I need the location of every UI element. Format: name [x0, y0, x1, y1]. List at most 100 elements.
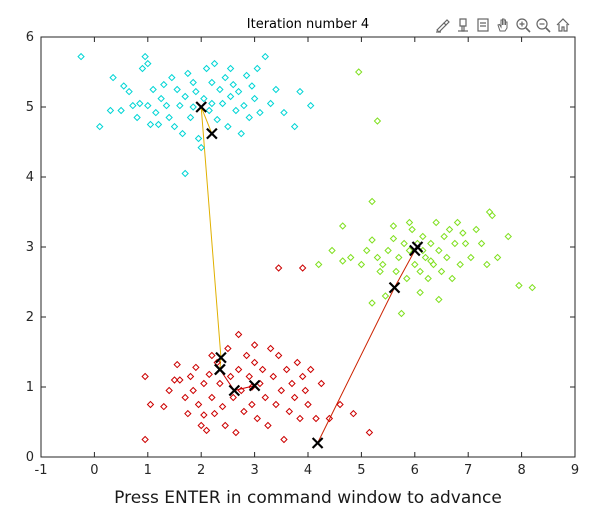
- y-tick-label: 3: [26, 240, 34, 255]
- data-point: [208, 99, 216, 108]
- data-point: [272, 85, 280, 94]
- data-point: [189, 78, 197, 87]
- data-point: [250, 341, 259, 349]
- data-point: [146, 120, 155, 129]
- data-point: [146, 400, 155, 409]
- data-point: [226, 92, 235, 101]
- data-point: [339, 222, 347, 230]
- data-points: [77, 52, 536, 444]
- data-point: [325, 414, 334, 423]
- x-tick-label: 7: [464, 463, 472, 478]
- data-point: [264, 421, 272, 430]
- data-point: [248, 400, 256, 409]
- data-point: [395, 253, 403, 262]
- y-tick-label: 0: [26, 450, 34, 465]
- data-point: [365, 428, 374, 437]
- data-point: [408, 225, 416, 234]
- centroid-marker: [388, 281, 401, 294]
- data-point: [144, 101, 152, 110]
- data-point: [389, 222, 398, 230]
- data-point: [221, 421, 229, 430]
- paint-icon[interactable]: [454, 15, 472, 35]
- data-point: [274, 264, 283, 272]
- home-icon[interactable]: [554, 15, 572, 35]
- data-point: [197, 421, 205, 430]
- data-point: [200, 411, 208, 419]
- data-point: [125, 87, 133, 96]
- pan-hand-icon[interactable]: [494, 15, 512, 35]
- data-point: [485, 208, 494, 216]
- data-point: [221, 73, 229, 82]
- data-point: [224, 344, 232, 353]
- data-point: [117, 106, 125, 115]
- y-tick-label: 1: [26, 380, 34, 395]
- y-tick-label: 5: [26, 100, 34, 115]
- data-point: [368, 197, 376, 206]
- data-point: [248, 82, 256, 90]
- data-point: [339, 257, 347, 265]
- data-point: [483, 260, 491, 269]
- data-point: [443, 253, 451, 262]
- data-point: [357, 260, 366, 269]
- data-point: [448, 274, 456, 283]
- data-point: [234, 87, 243, 96]
- plot-area: [40, 36, 576, 458]
- data-point: [208, 351, 216, 360]
- data-point: [181, 393, 189, 402]
- brush-icon[interactable]: [434, 15, 452, 35]
- data-point: [184, 69, 192, 78]
- data-point: [285, 407, 294, 416]
- zoom-in-icon[interactable]: [514, 15, 532, 35]
- data-point: [256, 108, 264, 117]
- data-point: [210, 59, 219, 68]
- data-point: [461, 239, 470, 248]
- data-point: [445, 225, 454, 234]
- data-point: [237, 129, 245, 138]
- data-point: [237, 386, 245, 395]
- data-point: [419, 232, 427, 241]
- data-point: [189, 103, 197, 111]
- data-point: [288, 379, 296, 388]
- data-point: [515, 281, 523, 290]
- data-point: [149, 85, 157, 94]
- centroid-marker: [214, 363, 226, 376]
- data-point: [293, 358, 302, 367]
- data-point: [133, 113, 141, 122]
- data-point: [181, 92, 189, 101]
- data-point: [181, 169, 189, 178]
- x-tick-label: 1: [144, 463, 152, 478]
- data-point: [427, 257, 435, 265]
- data-point: [226, 372, 235, 381]
- data-point: [205, 370, 213, 379]
- data-point: [432, 218, 440, 227]
- data-point: [186, 113, 195, 122]
- data-point: [178, 129, 187, 138]
- data-point: [261, 393, 269, 402]
- data-point: [427, 239, 435, 248]
- data-point: [274, 351, 283, 360]
- data-point: [405, 218, 414, 227]
- y-tick-label: 2: [26, 310, 34, 325]
- data-point: [250, 358, 259, 367]
- data-point: [170, 376, 179, 384]
- zoom-out-icon[interactable]: [534, 15, 552, 35]
- data-point: [253, 414, 261, 423]
- data-point: [317, 379, 326, 388]
- data-tips-icon[interactable]: [474, 15, 492, 35]
- data-point: [165, 386, 173, 395]
- data-point: [240, 407, 248, 416]
- data-point: [253, 64, 261, 73]
- data-point: [77, 52, 85, 61]
- data-point: [400, 239, 408, 248]
- data-point: [435, 246, 443, 255]
- data-point: [373, 253, 382, 262]
- centroid-marker: [206, 127, 218, 140]
- data-point: [229, 393, 237, 402]
- x-tick-label: 9: [571, 463, 579, 478]
- data-point: [200, 379, 208, 388]
- data-point: [197, 143, 205, 152]
- data-point: [192, 363, 200, 372]
- data-point: [216, 85, 224, 94]
- data-point: [218, 99, 227, 108]
- centroid-marker: [248, 379, 261, 392]
